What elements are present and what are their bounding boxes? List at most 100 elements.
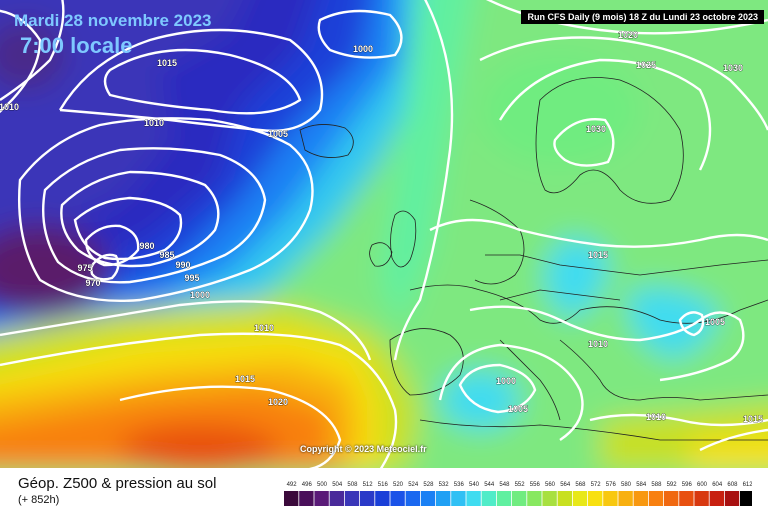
isobar-label: 1015 (743, 414, 763, 424)
isobar-label: 1005 (705, 317, 725, 327)
legend-value: 520 (393, 482, 404, 488)
legend-value: 572 (591, 482, 602, 488)
legend-swatch (572, 491, 588, 506)
isobar-label: 1010 (254, 323, 274, 333)
legend-value: 592 (667, 482, 678, 488)
legend-swatch (664, 491, 679, 506)
legend-value: 528 (423, 482, 434, 488)
legend-value: 500 (317, 482, 328, 488)
isobar-label: 1010 (0, 102, 19, 112)
legend-swatch (679, 491, 694, 506)
isobar-label: 1015 (157, 58, 177, 68)
color-legend: 492 496 500 504 508 512 516 520 524 528 532 536 540 5… (284, 482, 752, 506)
legend-value: 608 (727, 482, 738, 488)
isobar-label: 1000 (496, 376, 516, 386)
legend-value: 540 (469, 482, 480, 488)
coastlines (299, 77, 768, 441)
legend-value: 544 (484, 482, 495, 488)
isobar-labels: 1000 1015 1010 1005 1020 1025 1030 1030 1015 980 9… (0, 30, 763, 425)
isobar-label: 1020 (268, 397, 288, 407)
legend-swatch (344, 491, 360, 506)
legend-swatch (375, 491, 390, 506)
legend-value: 504 (332, 482, 343, 488)
legend-swatch (618, 491, 633, 506)
forecast-date: Mardi 28 novembre 2023 (14, 11, 212, 30)
legend-value: 496 (302, 482, 313, 488)
legend-swatches (284, 491, 752, 506)
isobar-label: 1015 (235, 374, 255, 384)
isobar-label: 1025 (636, 60, 656, 70)
legend-value: 600 (697, 482, 708, 488)
legend-value: 580 (621, 482, 632, 488)
isobar-label: 975 (77, 263, 92, 273)
isobar-label: 1000 (190, 290, 210, 300)
legend-swatch (436, 491, 451, 506)
legend-value: 516 (378, 482, 389, 488)
legend-swatch (709, 491, 724, 506)
legend-swatch (284, 491, 299, 506)
legend-swatch (694, 491, 709, 506)
legend-swatch (633, 491, 648, 506)
legend-swatch (588, 491, 603, 506)
legend-value: 568 (575, 482, 586, 488)
legend-swatch (390, 491, 405, 506)
legend-value: 584 (636, 482, 647, 488)
isobar-label: 990 (175, 260, 190, 270)
legend-swatch (603, 491, 618, 506)
legend-value: 564 (560, 482, 571, 488)
legend-swatch (420, 491, 436, 506)
legend-swatch (527, 491, 542, 506)
legend-swatch (360, 491, 375, 506)
isobar-label: 1020 (618, 30, 638, 40)
isobar-label: 985 (159, 250, 174, 260)
legend-swatch (466, 491, 481, 506)
isobar-label: 1005 (268, 129, 288, 139)
forecast-step: (+ 852h) (18, 494, 60, 506)
isobar-label: 1010 (646, 412, 666, 422)
legend-swatch (451, 491, 466, 506)
legend-labels: 492 496 500 504 508 512 516 520 524 528 532 536 540 5… (287, 482, 752, 488)
isobar-label: 1005 (508, 404, 528, 414)
legend-value: 552 (515, 482, 526, 488)
legend-value: 560 (545, 482, 556, 488)
isobar-label: 995 (184, 273, 199, 283)
legend-swatch (405, 491, 420, 506)
legend-value: 492 (287, 482, 298, 488)
legend-swatch (740, 491, 752, 506)
legend-value: 512 (363, 482, 374, 488)
legend-swatch (512, 491, 527, 506)
forecast-time: 7:00 locale (20, 33, 133, 58)
geopotential-field (0, 0, 768, 468)
legend-value: 548 (499, 482, 510, 488)
legend-value: 588 (651, 482, 662, 488)
isobar-label: 1015 (588, 250, 608, 260)
legend-value: 524 (408, 482, 419, 488)
isobar-label: 1030 (586, 124, 606, 134)
legend-value: 576 (606, 482, 617, 488)
field-name: Géop. Z500 & pression au sol (18, 475, 217, 492)
legend-swatch (557, 491, 572, 506)
legend-swatch (648, 491, 664, 506)
legend-value: 604 (712, 482, 723, 488)
isobar-label: 1010 (588, 339, 608, 349)
legend-swatch (314, 491, 329, 506)
legend-value: 612 (743, 482, 752, 488)
legend-value: 556 (530, 482, 541, 488)
legend-swatch (481, 491, 496, 506)
model-run-info: Run CFS Daily (9 mois) 18 Z du Lundi 23 … (521, 10, 764, 24)
isobar-label: 1000 (353, 44, 373, 54)
legend-swatch (329, 491, 344, 506)
isobar-label: 980 (139, 241, 154, 251)
legend-swatch (542, 491, 557, 506)
legend-value: 508 (347, 482, 358, 488)
legend-value: 596 (682, 482, 693, 488)
legend-value: 532 (439, 482, 450, 488)
legend-swatch (724, 491, 740, 506)
isobar-label: 1010 (144, 118, 164, 128)
isobar-label: 970 (85, 278, 100, 288)
isobar-label: 1030 (723, 63, 743, 73)
legend-value: 536 (454, 482, 465, 488)
legend-swatch (299, 491, 314, 506)
copyright-notice: Copyright © 2023 Meteociel.fr (300, 444, 427, 454)
legend-swatch (496, 491, 512, 506)
